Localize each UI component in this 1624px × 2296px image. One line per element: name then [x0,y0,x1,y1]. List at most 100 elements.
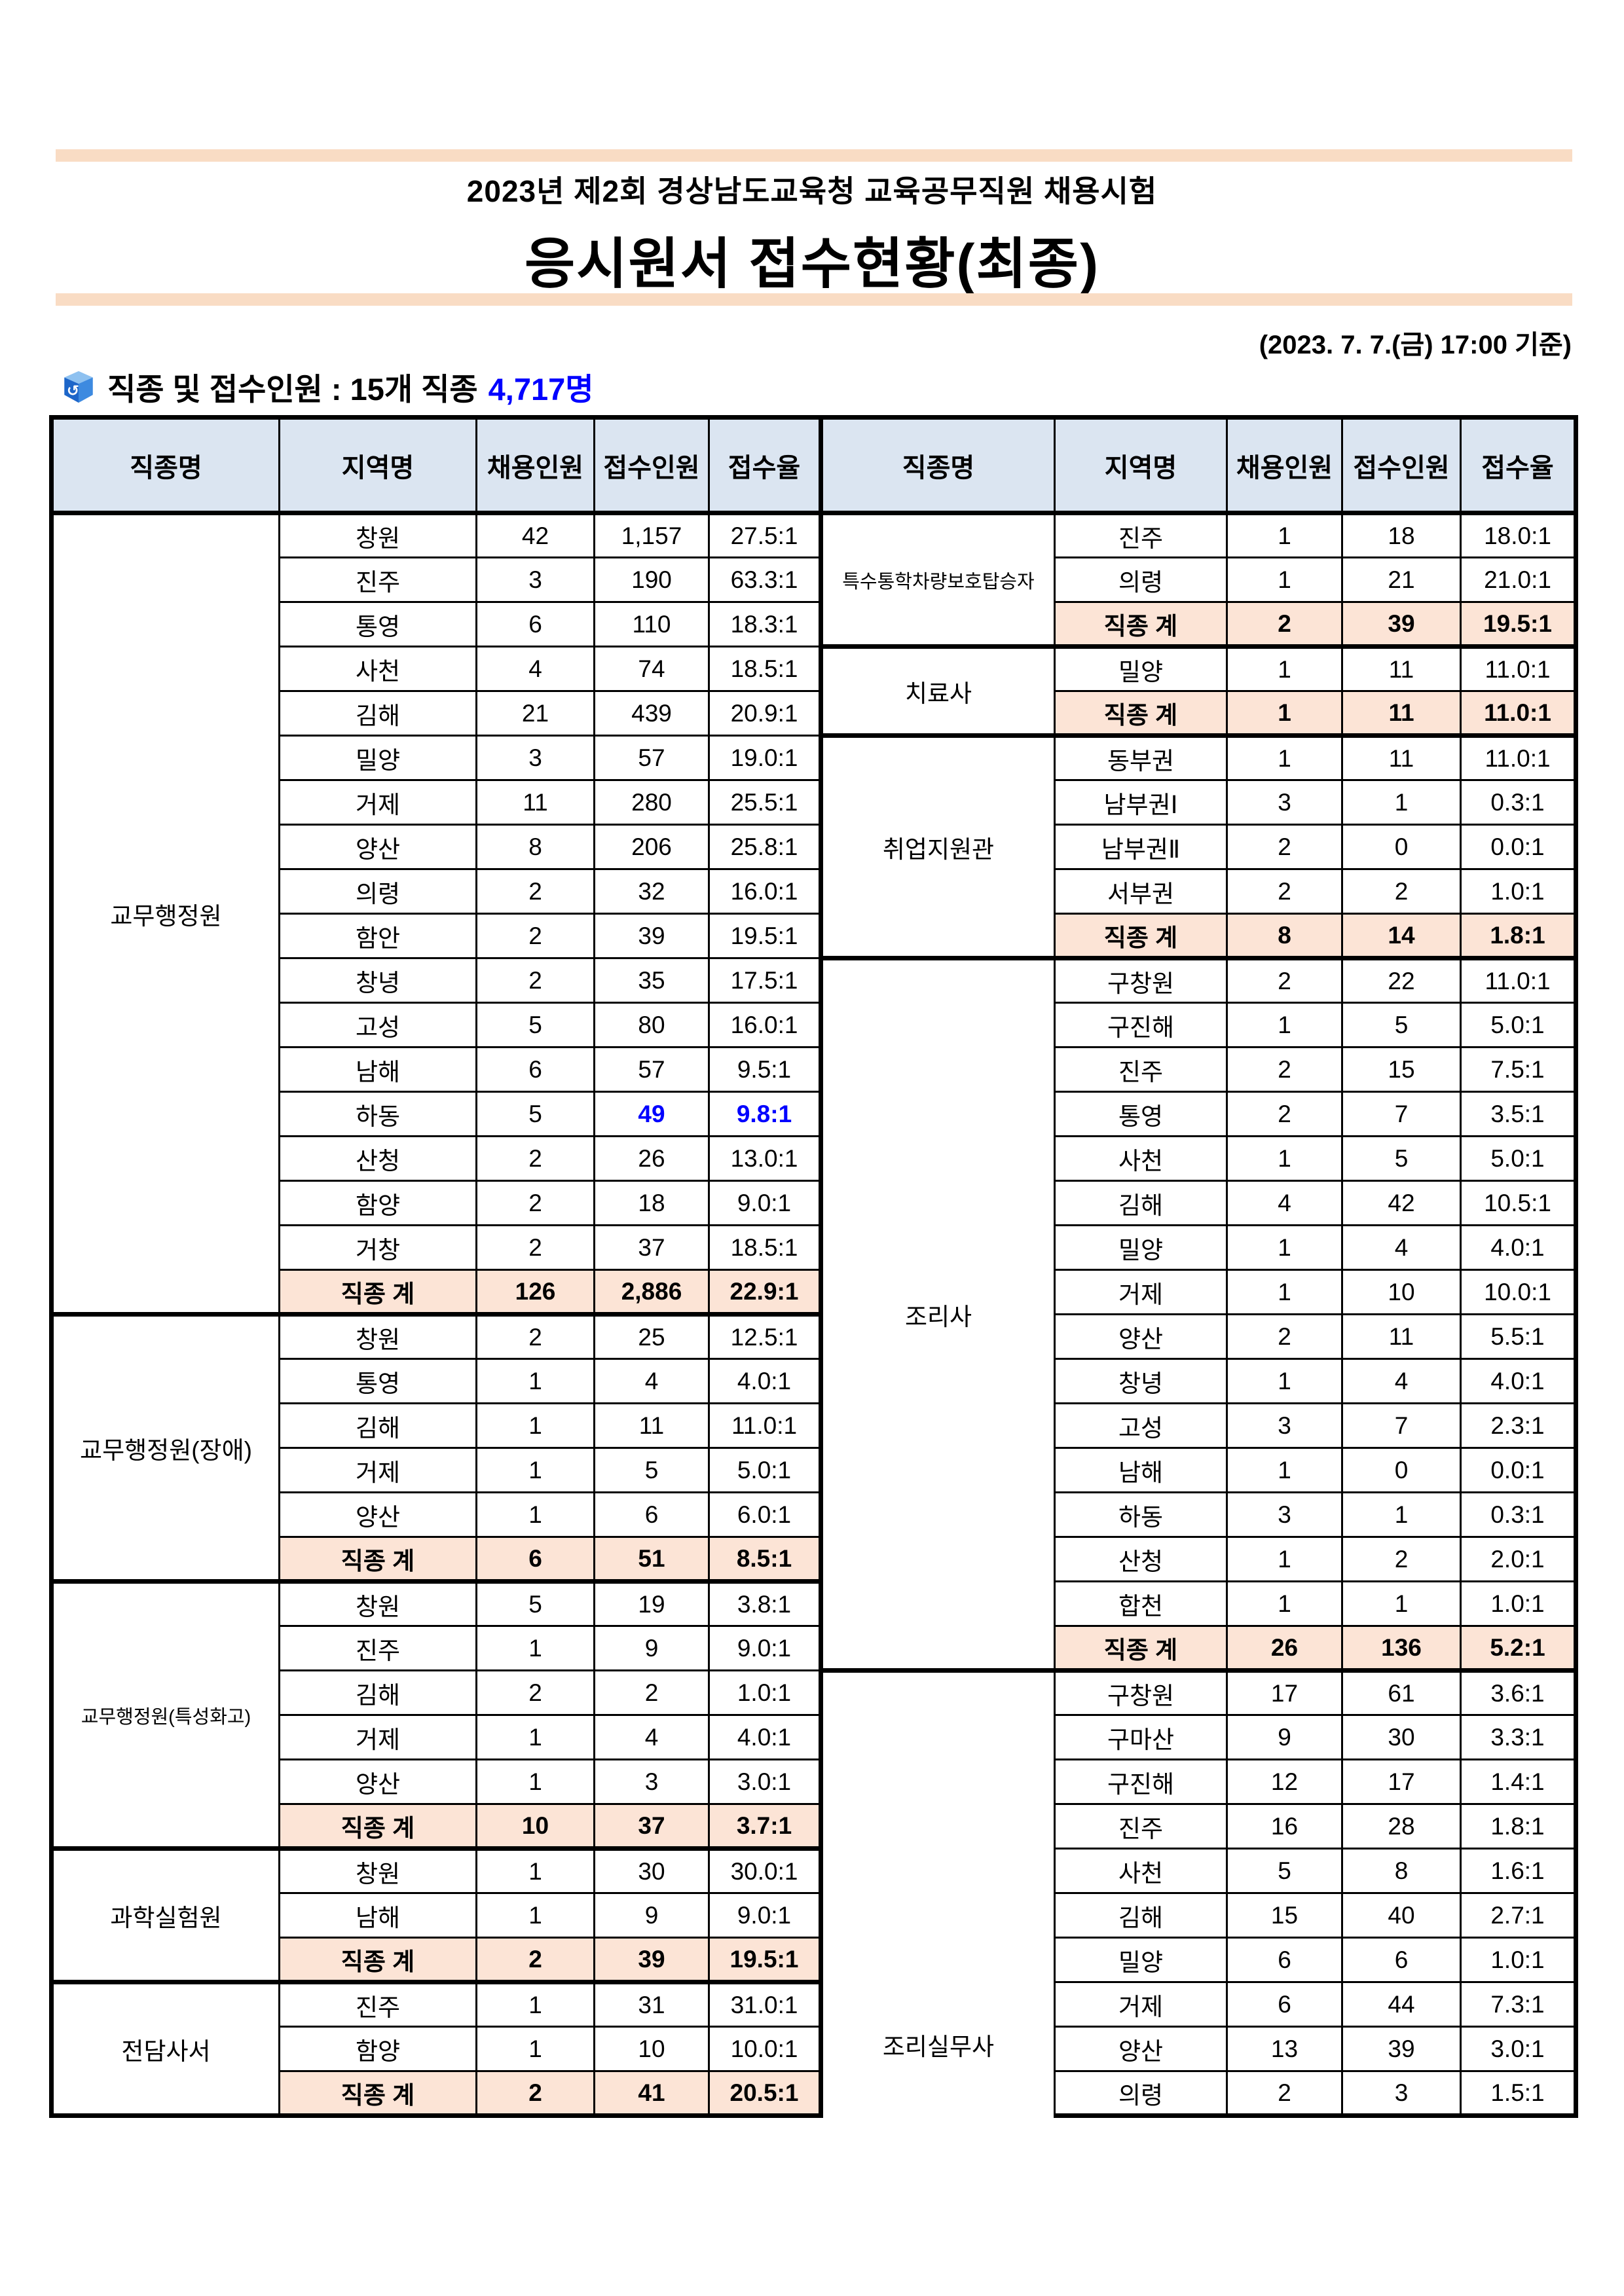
region-cell: 산청 [1054,1536,1228,1582]
column-header-region-left: 지역명 [278,415,477,515]
ratio-cell: 9.0:1 [708,1892,823,1939]
applicants-cell: 439 [593,690,710,737]
quota-cell: 1 [1226,1580,1343,1627]
ratio-cell: 31.0:1 [708,1981,823,2028]
table-row: 고성 5 80 16.0:1 구진해 1 5 5.0:1 [52,1002,1578,1048]
ratio-cell: 20.9:1 [708,690,823,737]
applicants-cell: 18 [593,1180,710,1226]
quota-cell: 4 [475,646,595,692]
quota-cell: 1 [475,1848,595,1894]
table-row: 전담사서 진주 1 31 31.0:1 거제 6 44 7.3:1 [49,1981,1578,2118]
ratio-cell: 18.3:1 [708,601,823,647]
table-row: 직종 계 6 51 8.5:1 산청 1 2 2.0:1 [52,1536,1578,1584]
applicants-cell: 2,886 [593,1269,710,1317]
ratio-cell: 8.5:1 [708,1536,823,1584]
ratio-cell: 10.5:1 [1460,1180,1578,1226]
column-header-applicants-right: 접수인원 [1341,415,1462,515]
quota-cell: 1 [1226,690,1343,738]
ratio-cell: 0.0:1 [1460,824,1578,870]
summary-line: ↺ 직종 및 접수인원 : 15개 직종 4,717명 [60,364,593,409]
region-cell: 김해 [278,690,477,737]
ratio-cell: 11.0:1 [1460,646,1578,692]
summary-count: 4,717명 [488,372,594,407]
quota-cell: 1 [1226,1358,1343,1404]
quota-cell: 1 [1226,646,1343,692]
ratio-cell: 22.9:1 [708,1269,823,1317]
quota-cell: 3 [1226,1491,1343,1538]
applicants-cell: 19 [593,1580,710,1627]
region-cell: 김해 [1054,1180,1228,1226]
applicants-cell: 4 [593,1714,710,1760]
region-cell: 통영 [278,1358,477,1404]
region-cell: 창녕 [1054,1358,1228,1404]
ratio-cell: 5.0:1 [708,1447,823,1493]
region-cell: 창원 [278,512,477,558]
quota-cell: 6 [475,1536,595,1584]
applicants-cell: 10 [1341,1269,1462,1315]
region-cell: 하동 [1054,1491,1228,1538]
ratio-cell: 11.0:1 [1460,735,1578,781]
quota-cell: 2 [475,1135,595,1182]
table-row: 양산 1 6 6.0:1 하동 3 1 0.3:1 [52,1491,1578,1538]
applicants-cell: 28 [1341,1803,1462,1850]
column-header-applicants-left: 접수인원 [593,415,710,515]
table-row: 통영 1 4 4.0:1 창녕 1 4 4.0:1 [52,1358,1578,1404]
ratio-cell: 1.4:1 [1460,1758,1578,1805]
ratio-cell: 19.0:1 [708,735,823,781]
ratio-cell: 18.0:1 [1460,512,1578,558]
region-cell: 남부권Ⅰ [1054,779,1228,826]
ratio-cell: 9.5:1 [708,1046,823,1093]
ratio-cell: 12.5:1 [708,1313,823,1360]
ratio-cell: 4.0:1 [1460,1224,1578,1271]
ratio-cell: 5.0:1 [1460,1135,1578,1182]
svg-text:↺: ↺ [67,382,79,399]
region-cell: 서부권 [1054,868,1228,915]
ratio-cell: 7.3:1 [1460,1981,1578,2028]
region-cell: 산청 [278,1135,477,1182]
total-label-cell: 직종 계 [1054,1625,1228,1673]
quota-cell: 1 [475,1892,595,1939]
quota-cell: 1 [475,1758,595,1805]
ratio-cell: 7.5:1 [1460,1046,1578,1093]
ratio-cell: 63.3:1 [708,556,823,603]
applicants-cell: 80 [593,1002,710,1048]
applicants-cell: 280 [593,779,710,826]
total-label-cell: 직종 계 [278,1803,477,1851]
table-header-row: 직종명 지역명 채용인원 접수인원 접수율 직종명 지역명 채용인원 접수인원 … [49,415,1578,515]
table-row: 과학실험원 창원 1 30 30.0:1 사천 5 8 1.6:1 [49,1848,1578,1984]
region-cell: 남해 [1054,1447,1228,1493]
applicants-cell: 30 [593,1848,710,1894]
quota-cell: 1 [475,1358,595,1404]
quota-cell: 6 [475,601,595,647]
ratio-cell: 3.6:1 [1460,1669,1578,1716]
table-body: 교무행정원 창원 42 1,157 27.5:1 특수통학차량보호탑승자 진주 1 18 18.0… [49,512,1578,2118]
quota-cell: 3 [1226,779,1343,826]
table-row: 함안 2 39 19.5:1 직종 계 8 14 1.8:1 [52,913,1578,960]
ratio-cell: 3.8:1 [708,1580,823,1627]
region-cell: 진주 [1054,1803,1228,1850]
region-cell: 구진해 [1054,1758,1228,1805]
quota-cell: 5 [1226,1848,1343,1894]
region-cell: 구마산 [1054,1714,1228,1760]
ratio-cell: 5.5:1 [1460,1313,1578,1360]
quota-cell: 5 [475,1580,595,1627]
applicants-cell: 7 [1341,1402,1462,1449]
column-header-job-left: 직종명 [49,415,280,515]
applicants-cell: 3 [1341,2070,1462,2118]
ratio-cell: 11.0:1 [1460,690,1578,738]
quota-cell: 2 [1226,601,1343,649]
table-row: 직종 계 2 39 19.5:1 밀양 6 6 1.0:1 [52,1937,1578,1984]
column-header-region-right: 지역명 [1054,415,1228,515]
job-name-cell: 교무행정원(장애) [49,1313,280,1584]
quota-cell: 1 [1226,1135,1343,1182]
applicants-cell: 5 [1341,1002,1462,1048]
quota-cell: 1 [1226,1224,1343,1271]
region-cell: 밀양 [1054,646,1228,692]
applicants-cell: 7 [1341,1091,1462,1137]
applicants-cell: 4 [593,1358,710,1404]
table-row: 직종 계 10 37 3.7:1 진주 16 28 1.8:1 [52,1803,1578,1851]
region-cell: 거제 [278,779,477,826]
ratio-cell: 19.5:1 [1460,601,1578,649]
applicants-cell: 2 [1341,868,1462,915]
